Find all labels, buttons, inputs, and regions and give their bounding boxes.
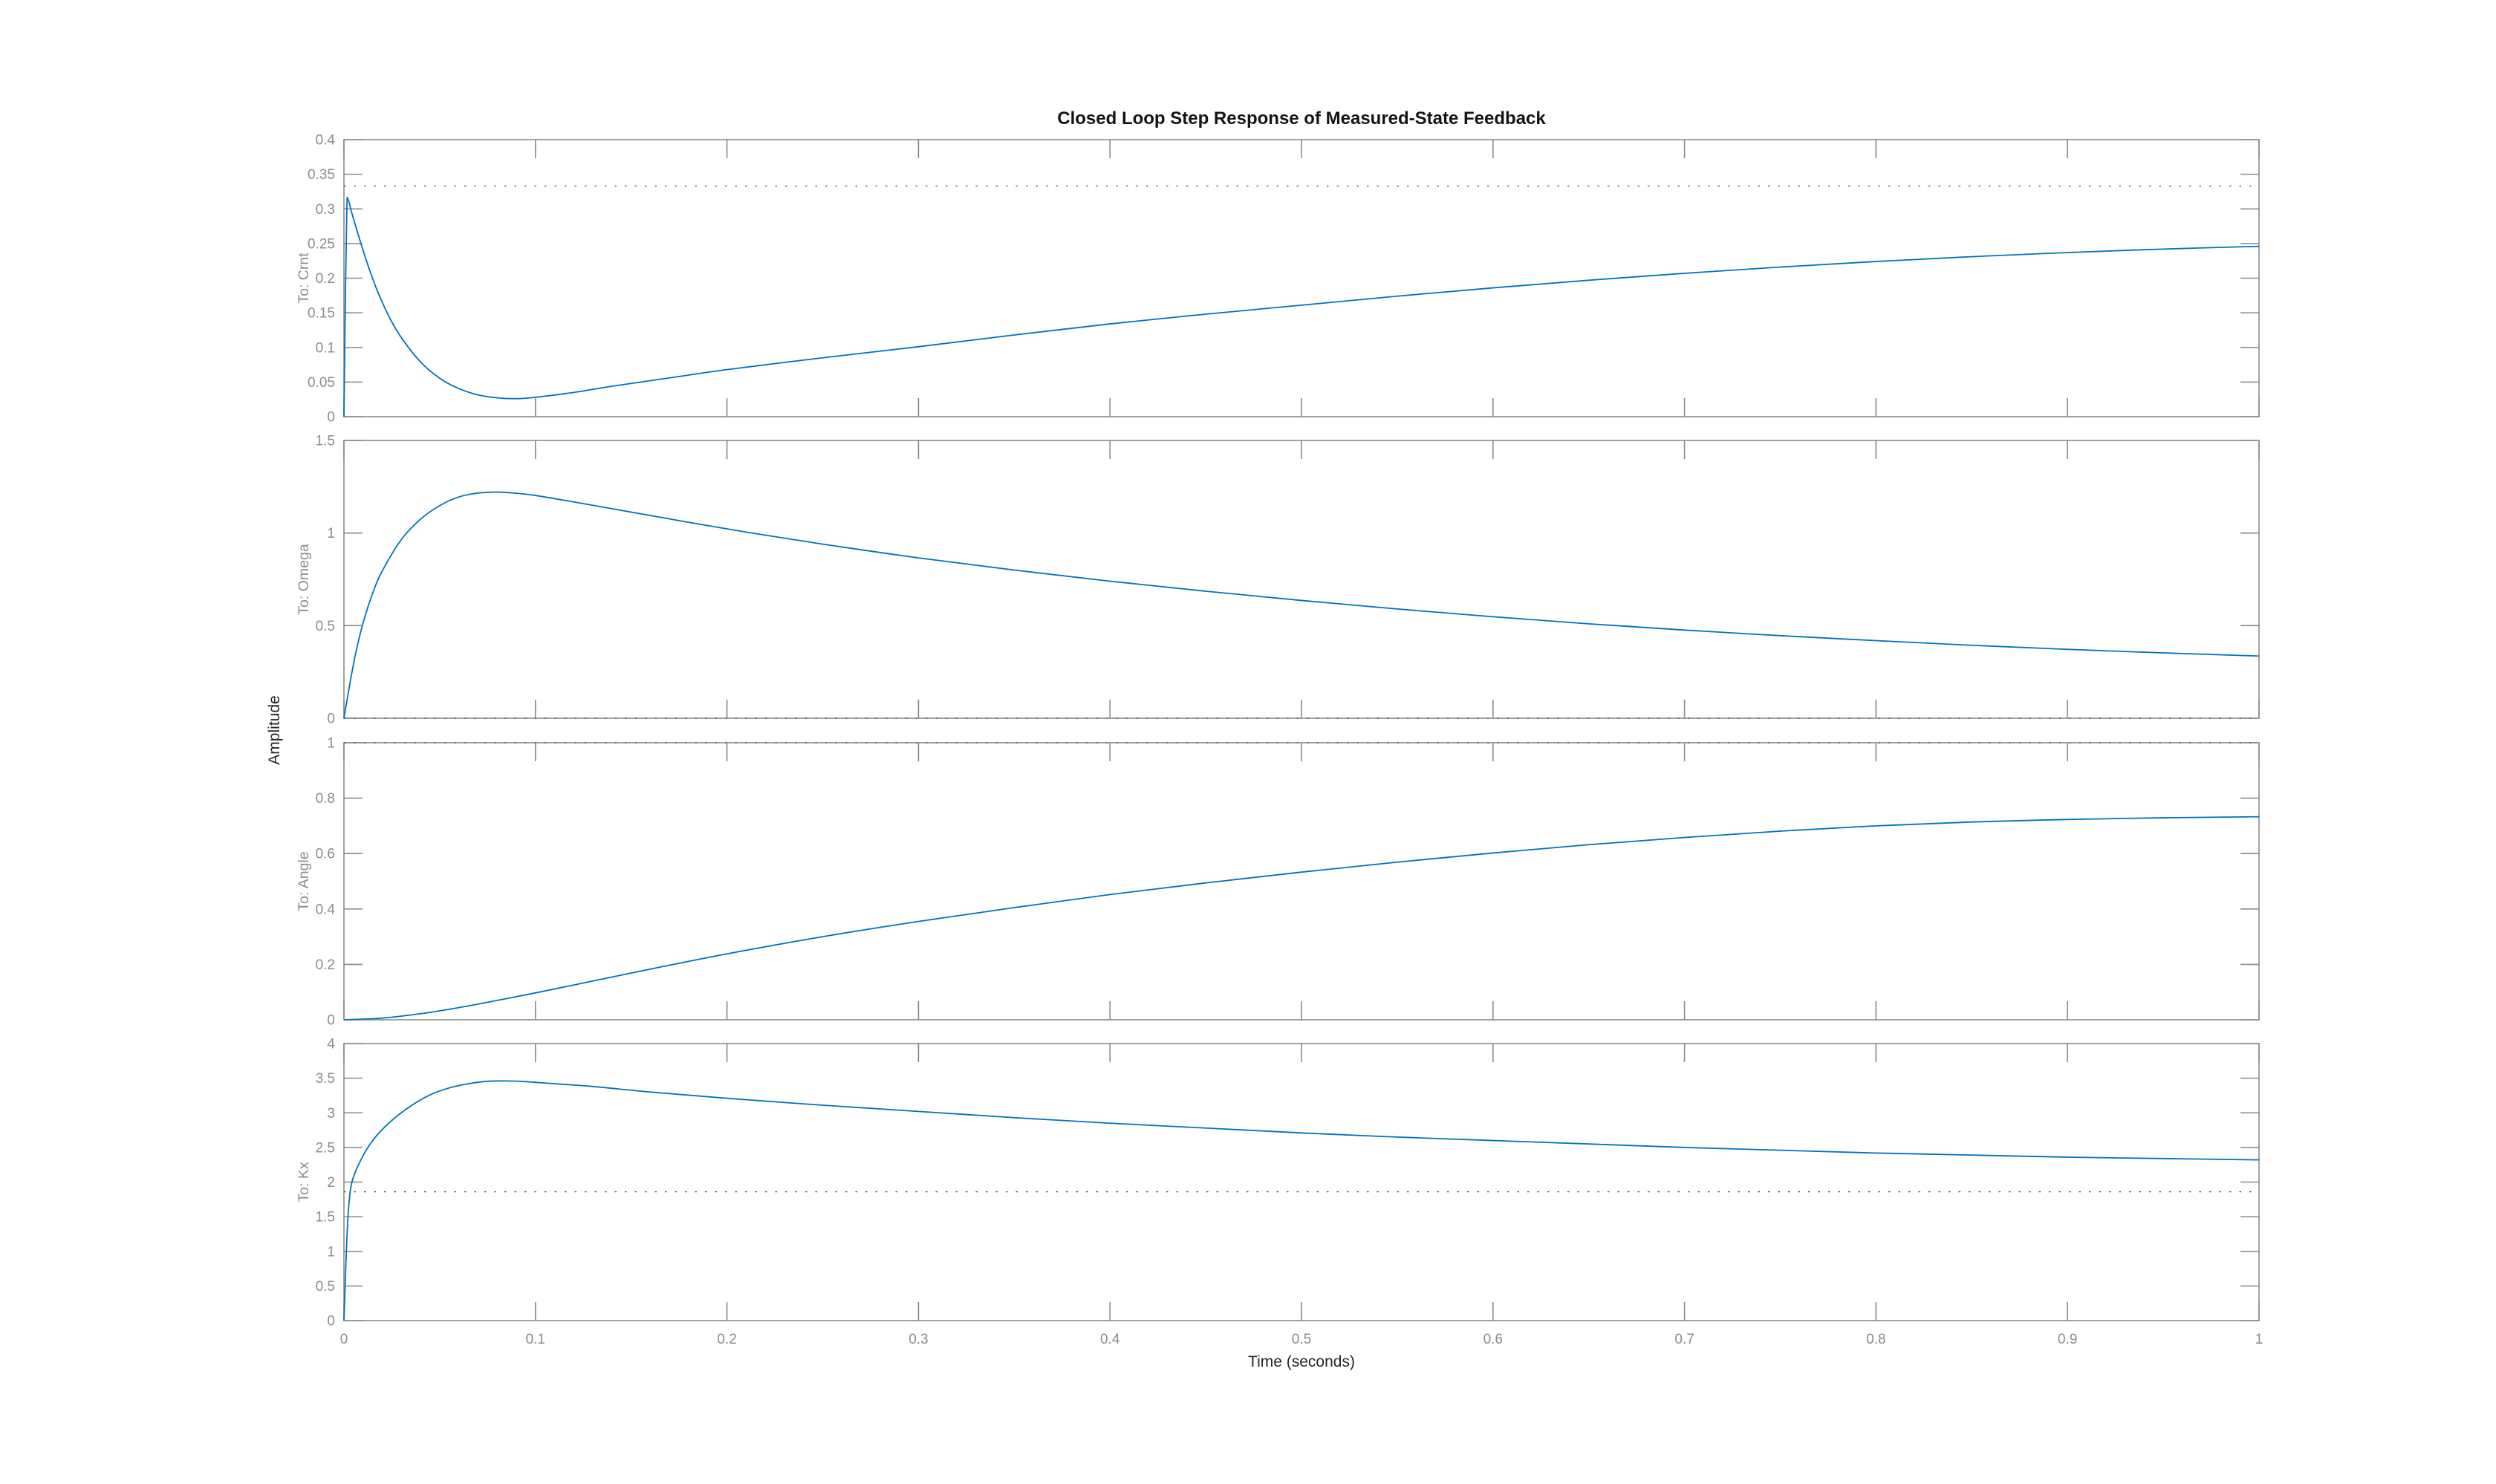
y-tick-label: 1 — [327, 1244, 335, 1260]
output-label: To: Crnt — [296, 253, 312, 304]
y-tick-label: 0.2 — [316, 957, 335, 973]
y-tick-label: 1.5 — [316, 434, 335, 449]
y-tick-label: 1 — [327, 526, 335, 541]
x-tick-label: 0.6 — [1483, 1332, 1503, 1347]
figure-title: Closed Loop Step Response of Measured-St… — [1057, 108, 1546, 128]
x-tick-label: 1 — [2255, 1332, 2263, 1347]
x-tick-label: 0.5 — [1292, 1332, 1311, 1347]
output-label: To: Omega — [296, 544, 312, 615]
x-tick-label: 0 — [340, 1332, 348, 1347]
y-tick-label: 3 — [327, 1106, 335, 1122]
subplot-crnt: 0 0.05 0.1 0.15 0.2 0.25 0.3 0.35 0.4 To: Crnt — [296, 133, 2260, 426]
y-tick-label: 0.5 — [316, 619, 335, 634]
y-tick-label: 0.8 — [316, 791, 335, 807]
y-tick-label: 0 — [327, 712, 335, 727]
y-tick-label: 2.5 — [316, 1140, 335, 1156]
y-tick-label: 0.1 — [316, 340, 335, 356]
y-tick-label: 0.6 — [316, 847, 335, 862]
y-tick-label: 0.4 — [316, 133, 336, 149]
y-tick-label: 1 — [327, 736, 335, 752]
x-tick-label: 0.7 — [1674, 1332, 1694, 1347]
y-tick-label: 0.3 — [316, 202, 335, 218]
y-tick-label: 0.35 — [308, 167, 335, 183]
x-tick-label: 0.2 — [717, 1332, 736, 1347]
output-label: To: Angle — [296, 851, 312, 911]
x-tick-label: 0.1 — [526, 1332, 545, 1347]
response-curve — [343, 1080, 2260, 1321]
y-tick-label: 0.15 — [308, 306, 335, 322]
plot-box — [343, 139, 2260, 417]
subplot-omega: 0 0.5 1 1.5 To: Omega — [296, 434, 2260, 727]
x-tick-label: 0.8 — [1866, 1332, 1885, 1347]
y-tick-label: 0.25 — [308, 236, 335, 252]
y-tick-label: 0.2 — [316, 271, 335, 287]
y-tick-label: 0.05 — [308, 375, 335, 391]
plot-box — [343, 440, 2260, 719]
y-tick-label: 0 — [327, 410, 335, 426]
y-tick-label: 0 — [327, 1314, 335, 1330]
response-curve — [343, 816, 2260, 1021]
subplot-kx: 0 0.1 0.2 0.3 0.4 0.5 0.6 0.7 0.8 0.9 1 0 0.5 1 1.5 2 2.… — [296, 1037, 2263, 1348]
response-curve — [343, 196, 2260, 417]
plot-box — [343, 742, 2260, 1021]
y-tick-label: 2 — [327, 1175, 335, 1191]
y-tick-label: 1.5 — [316, 1210, 335, 1226]
y-tick-label: 0.5 — [316, 1279, 335, 1295]
x-tick-label: 0.3 — [909, 1332, 928, 1347]
y-tick-label: 0 — [327, 1013, 335, 1029]
plot-box — [343, 1043, 2260, 1321]
response-curve — [343, 491, 2260, 719]
x-tick-label: 0.9 — [2058, 1332, 2077, 1347]
y-tick-label: 3.5 — [316, 1071, 335, 1087]
subplot-angle: 0 0.2 0.4 0.6 0.8 1 To: Angle — [296, 736, 2260, 1029]
time-axis-label: Time (seconds) — [1248, 1353, 1355, 1370]
y-tick-label: 4 — [327, 1037, 335, 1052]
output-label: To: Kx — [296, 1162, 312, 1202]
y-tick-label: 0.4 — [316, 902, 336, 917]
x-tick-label: 0.4 — [1100, 1332, 1120, 1347]
